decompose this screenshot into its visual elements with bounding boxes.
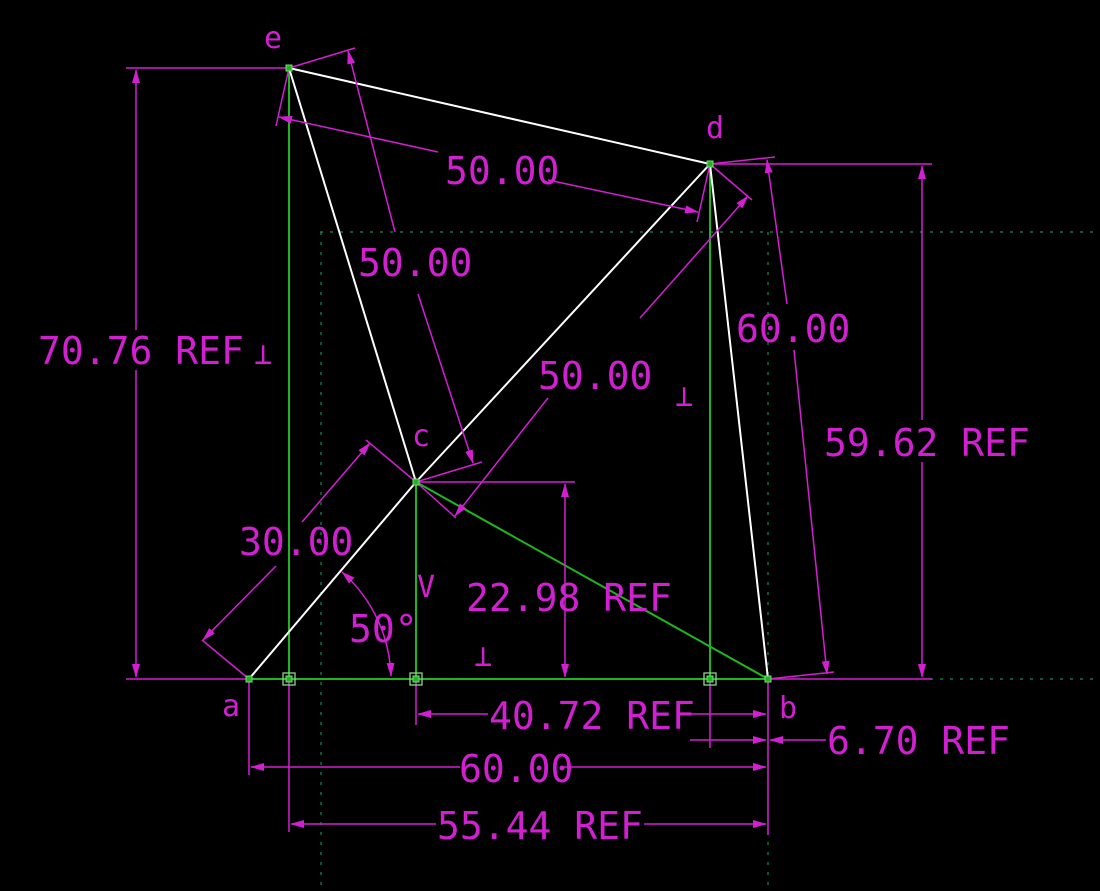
ext-line-db-b — [767, 671, 835, 680]
dim-line-ed-right[interactable] — [547, 179, 699, 214]
ext-line-ce-e — [288, 47, 356, 69]
dim-text-angle-a[interactable]: 50° — [349, 607, 418, 651]
node-c[interactable] — [412, 478, 420, 486]
dim-line-ed-left[interactable] — [278, 115, 439, 153]
line-cd[interactable] — [415, 163, 711, 483]
dim-line-cd-lower[interactable] — [454, 397, 549, 517]
node-a[interactable] — [245, 675, 253, 683]
perpendicular-symbol-base: ⊥ — [474, 639, 492, 674]
perpendicular-symbol-e: ⊥ — [254, 337, 272, 372]
line-ce[interactable] — [288, 67, 417, 483]
point-labels: e d c a b — [222, 21, 797, 726]
dim-text-c-to-dfoot[interactable]: 40.72 REF — [489, 694, 695, 738]
dim-text-c-height[interactable]: 22.98 REF — [466, 576, 672, 620]
dim-text-db[interactable]: 60.00 — [736, 307, 850, 351]
node-b[interactable] — [764, 675, 772, 683]
dim-line-db-lower[interactable] — [793, 349, 830, 675]
dim-text-ac[interactable]: 30.00 — [239, 520, 353, 564]
ext-line-cd-c — [415, 481, 457, 519]
dimension-texts: 70.76 REF 59.62 REF 22.98 REF 40.72 REF … — [38, 149, 1030, 848]
dim-line-cd-upper[interactable] — [639, 195, 749, 319]
dim-text-cd[interactable]: 50.00 — [538, 354, 652, 398]
point-label-b: b — [779, 691, 797, 726]
line-db[interactable] — [709, 163, 769, 680]
point-label-e: e — [264, 21, 282, 56]
node-d-foot[interactable] — [706, 675, 714, 683]
node-e-foot[interactable] — [285, 675, 293, 683]
vertical-symbol-c: V — [417, 570, 435, 605]
line-cb[interactable] — [415, 481, 769, 680]
dim-line-ac-lower[interactable] — [202, 565, 277, 641]
node-c-foot[interactable] — [412, 675, 420, 683]
constraint-geometry — [249, 68, 769, 680]
line-ed[interactable] — [288, 67, 711, 165]
dimension-lines — [126, 47, 932, 835]
ext-line-ed-d — [696, 163, 711, 223]
point-label-c: c — [412, 419, 430, 454]
node-e[interactable] — [285, 64, 293, 72]
perpendicular-symbol-d: ⊥ — [675, 379, 693, 414]
dim-text-e-height[interactable]: 70.76 REF — [38, 329, 244, 373]
angle-arc-a[interactable] — [341, 571, 395, 677]
ext-line-ce-c — [415, 461, 483, 483]
ext-line-ac-c — [365, 439, 417, 483]
dim-line-db-upper[interactable] — [764, 159, 788, 305]
dim-text-ed[interactable]: 50.00 — [445, 149, 559, 193]
main-geometry — [248, 67, 769, 680]
node-square-d-foot[interactable] — [703, 672, 717, 686]
dim-text-ce[interactable]: 50.00 — [358, 241, 472, 285]
node-square-c-foot[interactable] — [409, 672, 423, 686]
dim-text-efoot-to-b[interactable]: 55.44 REF — [437, 804, 643, 848]
dim-text-dfoot-to-b[interactable]: 6.70 REF — [827, 719, 1010, 763]
dim-line-ac-upper[interactable] — [301, 442, 371, 523]
node-d[interactable] — [706, 160, 714, 168]
point-label-a: a — [222, 689, 240, 724]
dim-line-ce-lower[interactable] — [417, 293, 474, 464]
ext-line-cd-d — [709, 163, 753, 201]
line-ac[interactable] — [248, 481, 417, 680]
constraint-symbols: ⊥ ⊥ ⊥ V — [254, 337, 693, 674]
dim-text-ab[interactable]: 60.00 — [459, 747, 573, 791]
dim-text-d-height[interactable]: 59.62 REF — [824, 421, 1030, 465]
nodes — [245, 64, 772, 686]
ext-line-ac-a — [201, 639, 250, 680]
dim-line-ce-upper[interactable] — [347, 50, 396, 233]
point-label-d: d — [706, 111, 724, 146]
node-square-e-foot[interactable] — [282, 672, 296, 686]
ext-line-db-d — [709, 156, 776, 165]
